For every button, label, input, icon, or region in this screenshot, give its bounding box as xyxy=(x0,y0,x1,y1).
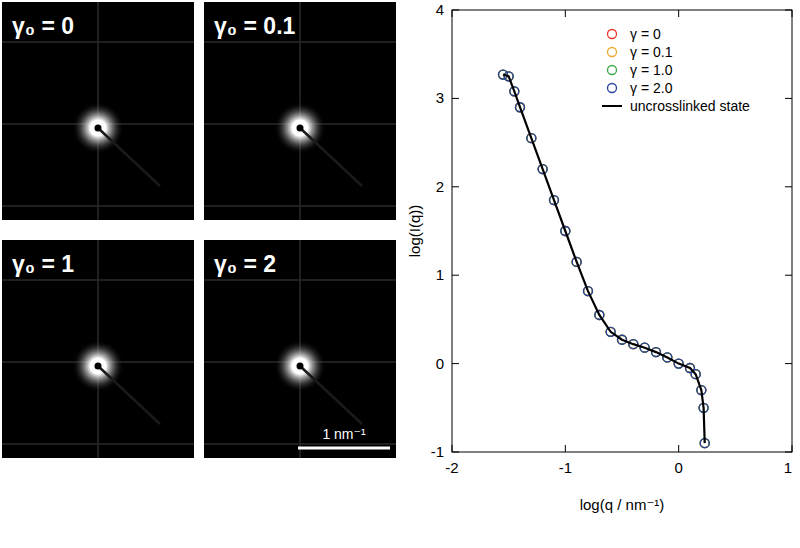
y-tick xyxy=(785,98,792,99)
y-axis-title: log(I(q)) xyxy=(406,205,423,258)
beamstop xyxy=(297,125,304,132)
figure: γ₀ = 0 γ₀ = 0.1 γ₀ = 1 γ₀ = 2 1 nm⁻¹ -1 0 1 2 3 4 -… xyxy=(0,0,800,548)
x-tick xyxy=(565,445,566,452)
y-tick xyxy=(785,452,792,453)
beamstop-arm xyxy=(98,366,160,424)
y-tick xyxy=(785,363,792,364)
y-tick-label: 0 xyxy=(436,355,444,372)
panel-background xyxy=(2,2,194,220)
pattern-panel: γ₀ = 2 xyxy=(204,240,396,458)
y-tick-label: 2 xyxy=(436,178,444,195)
legend-swatch xyxy=(608,30,617,39)
panel-background xyxy=(204,2,396,220)
x-tick-label: 1 xyxy=(784,459,792,476)
y-tick-label: -1 xyxy=(431,443,444,460)
legend-swatch xyxy=(608,66,617,75)
x-tick-label: -2 xyxy=(445,459,458,476)
x-tick xyxy=(678,445,679,452)
beamstop-arm xyxy=(300,366,362,424)
x-tick xyxy=(792,10,793,17)
y-tick xyxy=(452,275,459,276)
legend: γ = 0 γ = 0.1 γ = 1.0 γ = 2.0 uncrosslinked … xyxy=(602,26,750,114)
plot-data xyxy=(499,70,710,448)
legend-label: uncrosslinked state xyxy=(630,98,750,114)
legend-label: γ = 0.1 xyxy=(630,44,673,60)
y-tick xyxy=(785,275,792,276)
y-tick xyxy=(452,98,459,99)
beamstop xyxy=(95,125,102,132)
y-tick-label: 1 xyxy=(436,266,444,283)
x-tick xyxy=(792,445,793,452)
scale-bar-label: 1 nm⁻¹ xyxy=(322,426,366,442)
y-tick xyxy=(452,452,459,453)
x-tick xyxy=(565,10,566,17)
panel-label: γ₀ = 1 xyxy=(12,251,74,277)
y-tick xyxy=(452,363,459,364)
panel-label: γ₀ = 0.1 xyxy=(214,13,296,39)
beamstop xyxy=(95,363,102,370)
y-tick-label: 3 xyxy=(436,89,444,106)
data-line xyxy=(503,75,705,444)
beamstop-arm xyxy=(300,128,362,186)
x-tick xyxy=(452,445,453,452)
panel-label: γ₀ = 0 xyxy=(12,13,74,39)
y-tick xyxy=(785,10,792,11)
y-tick xyxy=(785,186,792,187)
legend-swatch xyxy=(608,84,617,93)
pattern-panel: γ₀ = 0.1 xyxy=(204,2,396,220)
panel-background xyxy=(204,240,396,458)
x-tick xyxy=(452,10,453,17)
x-tick xyxy=(678,10,679,17)
y-tick xyxy=(452,10,459,11)
x-axis-title: log(q / nm⁻¹) xyxy=(580,496,665,513)
x-tick-label: -1 xyxy=(559,459,572,476)
y-tick-label: 4 xyxy=(436,1,444,18)
x-tick-label: 0 xyxy=(674,459,682,476)
legend-swatch xyxy=(602,105,622,107)
panel-label: γ₀ = 2 xyxy=(214,251,276,277)
legend-swatch xyxy=(608,48,617,57)
legend-label: γ = 0 xyxy=(630,26,661,42)
beamstop-arm xyxy=(98,128,160,186)
y-tick xyxy=(452,186,459,187)
pattern-panel: γ₀ = 0 xyxy=(2,2,194,220)
plot-frame xyxy=(452,10,792,452)
beamstop xyxy=(297,363,304,370)
scale-bar xyxy=(298,447,390,450)
panel-background xyxy=(2,240,194,458)
legend-label: γ = 1.0 xyxy=(630,62,673,78)
legend-label: γ = 2.0 xyxy=(630,80,673,96)
pattern-panel: γ₀ = 1 xyxy=(2,240,194,458)
